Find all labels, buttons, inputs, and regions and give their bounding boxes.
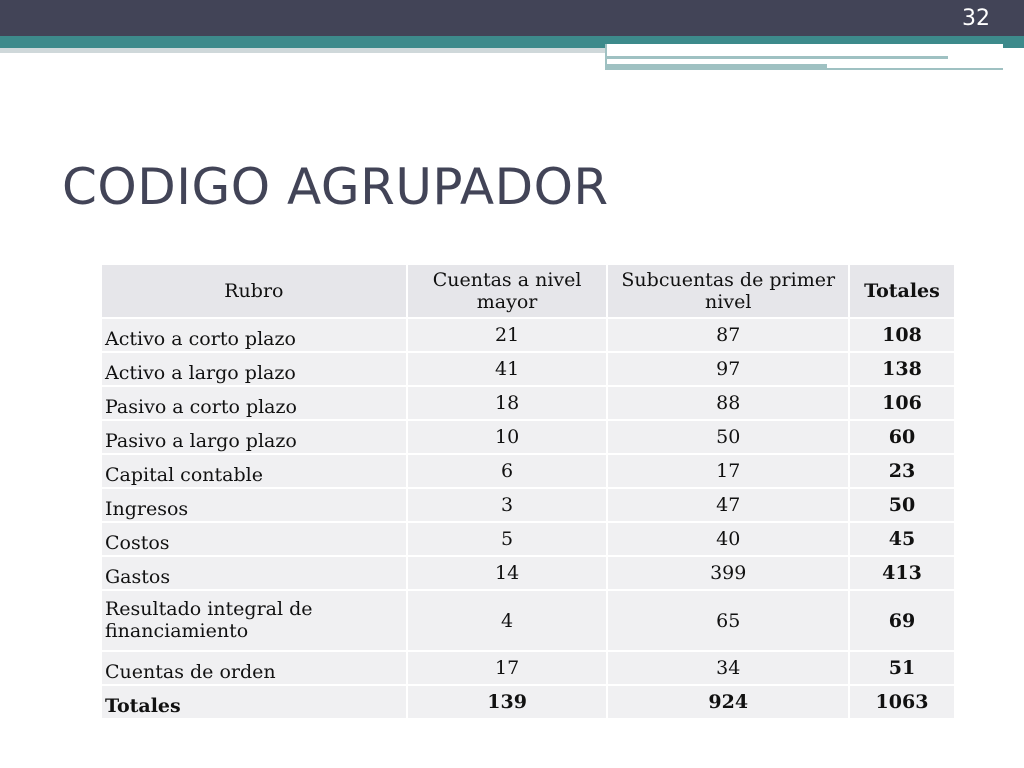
slide-title: CODIGO AGRUPADOR bbox=[62, 158, 609, 216]
cell-totals-mayor: 139 bbox=[405, 684, 609, 720]
header-rubro: Rubro bbox=[100, 263, 408, 319]
cell-mayor: 41 bbox=[405, 351, 609, 387]
cell-subcuentas: 47 bbox=[606, 487, 850, 523]
table-row: Ingresos 3 47 50 bbox=[100, 487, 957, 523]
cell-total: 138 bbox=[847, 351, 957, 387]
cell-rubro: Ingresos bbox=[100, 487, 408, 523]
cell-totals-total: 1063 bbox=[847, 684, 957, 720]
cell-total: 60 bbox=[847, 419, 957, 455]
cell-mayor: 6 bbox=[405, 453, 609, 489]
cell-subcuentas: 34 bbox=[606, 650, 850, 686]
cell-subcuentas: 17 bbox=[606, 453, 850, 489]
cell-mayor: 18 bbox=[405, 385, 609, 421]
cell-mayor: 3 bbox=[405, 487, 609, 523]
cell-subcuentas: 65 bbox=[606, 589, 850, 652]
header-bar bbox=[0, 0, 1024, 36]
cell-rubro: Activo a largo plazo bbox=[100, 351, 408, 387]
header-right-line-upper bbox=[607, 56, 948, 59]
table-row: Activo a largo plazo 41 97 138 bbox=[100, 351, 957, 387]
cell-mayor: 4 bbox=[405, 589, 609, 652]
cell-rubro: Activo a corto plazo bbox=[100, 317, 408, 353]
table-totals-row: Totales 139 924 1063 bbox=[100, 684, 957, 720]
cell-subcuentas: 97 bbox=[606, 351, 850, 387]
cell-subcuentas: 87 bbox=[606, 317, 850, 353]
cell-rubro: Pasivo a corto plazo bbox=[100, 385, 408, 421]
codigo-agrupador-table: Rubro Cuentas a nivel mayor Subcuentas d… bbox=[100, 263, 957, 720]
cell-total: 51 bbox=[847, 650, 957, 686]
cell-rubro: Gastos bbox=[100, 555, 408, 591]
table-row: Gastos 14 399 413 bbox=[100, 555, 957, 591]
cell-rubro: Costos bbox=[100, 521, 408, 557]
cell-subcuentas: 50 bbox=[606, 419, 850, 455]
cell-mayor: 14 bbox=[405, 555, 609, 591]
page-number: 32 bbox=[962, 6, 990, 31]
cell-mayor: 5 bbox=[405, 521, 609, 557]
header-subcuentas: Subcuentas de primer nivel bbox=[606, 263, 850, 319]
cell-totals-subcuentas: 924 bbox=[606, 684, 850, 720]
cell-totals-label: Totales bbox=[100, 684, 408, 720]
cell-rubro: Cuentas de orden bbox=[100, 650, 408, 686]
cell-total: 108 bbox=[847, 317, 957, 353]
table-row: Resultado integral de financiamiento 4 6… bbox=[100, 589, 957, 652]
header-totales: Totales bbox=[847, 263, 957, 319]
cell-total: 45 bbox=[847, 521, 957, 557]
header-cuentas-mayor: Cuentas a nivel mayor bbox=[405, 263, 609, 319]
cell-rubro: Capital contable bbox=[100, 453, 408, 489]
cell-rubro: Pasivo a largo plazo bbox=[100, 419, 408, 455]
table-row: Activo a corto plazo 21 87 108 bbox=[100, 317, 957, 353]
cell-total: 413 bbox=[847, 555, 957, 591]
cell-mayor: 21 bbox=[405, 317, 609, 353]
cell-rubro: Resultado integral de financiamiento bbox=[100, 589, 408, 652]
table-row: Pasivo a corto plazo 18 88 106 bbox=[100, 385, 957, 421]
table-header-row: Rubro Cuentas a nivel mayor Subcuentas d… bbox=[100, 263, 957, 319]
cell-total: 106 bbox=[847, 385, 957, 421]
cell-subcuentas: 40 bbox=[606, 521, 850, 557]
cell-total: 69 bbox=[847, 589, 957, 652]
cell-mayor: 10 bbox=[405, 419, 609, 455]
header-light-stripe bbox=[0, 48, 605, 53]
table-row: Capital contable 6 17 23 bbox=[100, 453, 957, 489]
cell-total: 50 bbox=[847, 487, 957, 523]
header-right-line-lower bbox=[607, 64, 827, 68]
table-row: Costos 5 40 45 bbox=[100, 521, 957, 557]
cell-subcuentas: 399 bbox=[606, 555, 850, 591]
cell-mayor: 17 bbox=[405, 650, 609, 686]
table-row: Cuentas de orden 17 34 51 bbox=[100, 650, 957, 686]
cell-total: 23 bbox=[847, 453, 957, 489]
cell-subcuentas: 88 bbox=[606, 385, 850, 421]
table-row: Pasivo a largo plazo 10 50 60 bbox=[100, 419, 957, 455]
